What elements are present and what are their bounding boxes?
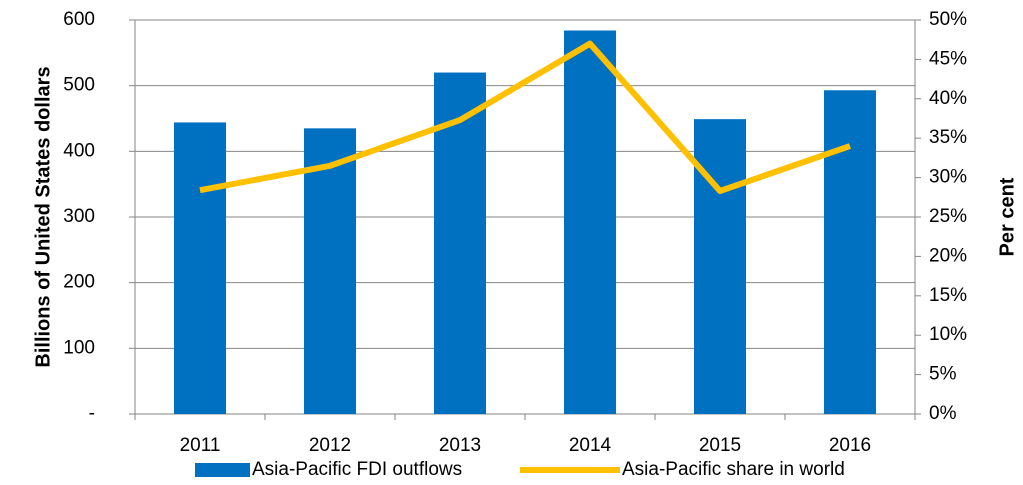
legend-label: Asia-Pacific FDI outflows — [252, 459, 462, 480]
y-tick-label: 300 — [63, 206, 95, 227]
y2-tick-label: 45% — [929, 48, 967, 69]
bar — [564, 30, 616, 415]
y2-tick-label: 15% — [929, 285, 967, 306]
y-tick-label: 600 — [63, 9, 95, 30]
x-tick-label: 2013 — [439, 435, 481, 456]
y2-tick-label: 5% — [929, 364, 957, 385]
bar — [694, 119, 746, 414]
y2-tick-label: 35% — [929, 127, 967, 148]
y2-tick-label: 10% — [929, 324, 967, 345]
x-tick-label: 2011 — [180, 435, 221, 456]
y-axis-label: Billions of United States dollars — [32, 66, 54, 367]
legend-swatch — [195, 463, 250, 477]
y-tick-label: 200 — [63, 272, 95, 293]
y-tick-label: 400 — [63, 140, 95, 161]
y2-tick-label: 50% — [929, 9, 967, 30]
bar — [824, 90, 876, 414]
legend-label: Asia-Pacific share in world — [622, 459, 845, 480]
y2-tick-label: 30% — [929, 167, 967, 188]
y2-tick-label: 0% — [929, 403, 957, 424]
y2-tick-label: 25% — [929, 206, 967, 227]
x-tick-label: 2016 — [829, 435, 871, 456]
x-tick-label: 2012 — [309, 435, 351, 456]
y-tick-label: 100 — [63, 337, 95, 358]
y-tick-label: - — [89, 403, 95, 424]
x-tick-label: 2014 — [569, 435, 612, 456]
y2-tick-label: 40% — [929, 88, 967, 109]
x-tick-label: 2015 — [699, 435, 741, 456]
y2-tick-label: 20% — [929, 245, 967, 266]
y-tick-label: 500 — [63, 75, 95, 96]
y2-axis-label: Per cent — [996, 177, 1018, 256]
line — [199, 40, 851, 194]
bar — [434, 72, 486, 415]
bar — [174, 122, 226, 414]
bar — [304, 128, 356, 414]
